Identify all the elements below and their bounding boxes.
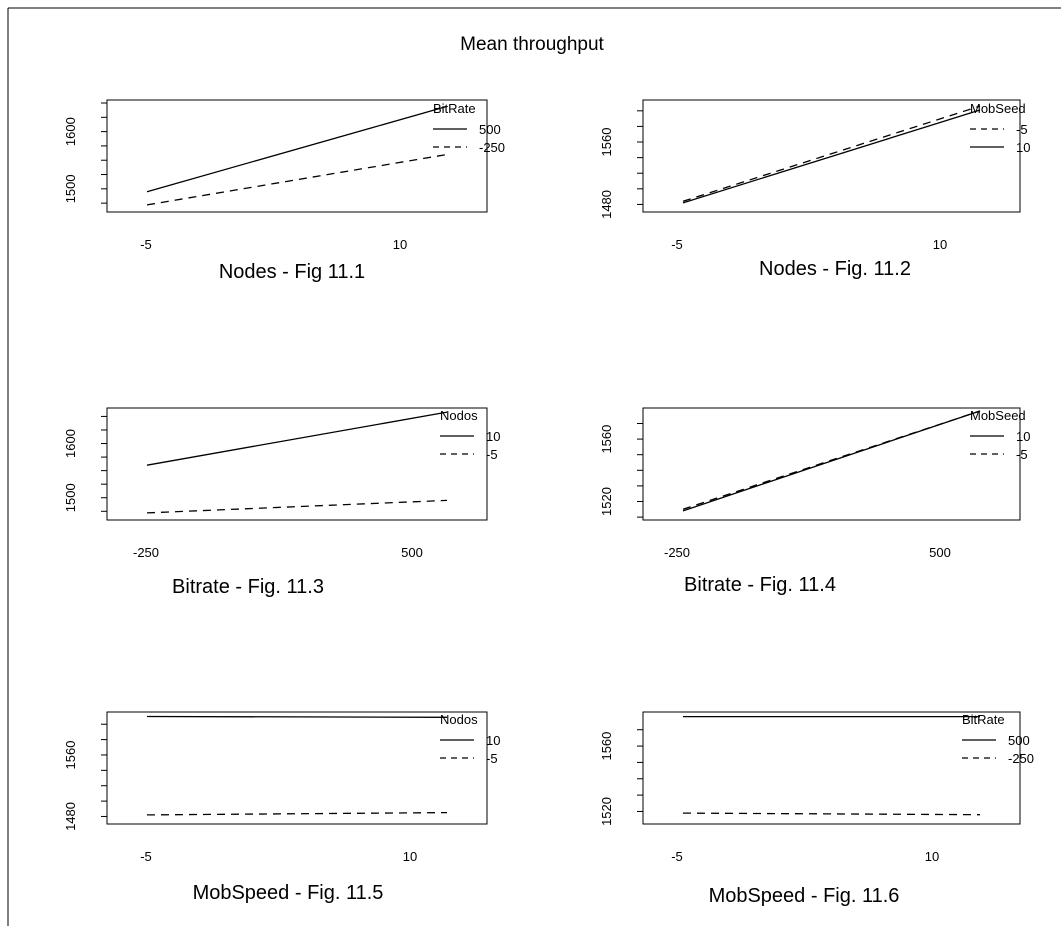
legend-label: 500 (479, 122, 501, 137)
x-axis-label: Nodes - Fig. 11.2 (759, 258, 911, 280)
x-tick-label: -5 (671, 849, 683, 864)
legend-label: 10 (1016, 140, 1030, 155)
series-line--5 (682, 410, 981, 510)
y-tick-label: 1520 (599, 797, 614, 826)
x-tick-label: -5 (671, 237, 683, 252)
y-tick-label: 1500 (63, 174, 78, 203)
legend-title: MobSeed (970, 101, 1026, 116)
x-tick-label: 10 (393, 237, 407, 252)
y-tick-label: 1520 (599, 487, 614, 516)
y-tick-label: 1560 (599, 425, 614, 454)
chart-panel-2: 1480 1560 -5 10 Nodes - Fig. 11.2 MobSeed -5 10 (599, 99, 1030, 280)
x-tick-label: -250 (133, 545, 159, 560)
series-line--250 (682, 812, 981, 816)
legend-label: -5 (486, 751, 498, 766)
main-title: Mean throughput (460, 34, 604, 55)
x-axis-label: Bitrate - Fig. 11.4 (684, 574, 836, 596)
legend-title: BitRate (433, 101, 476, 116)
x-axis-label: MobSpeed - Fig. 11.5 (193, 882, 384, 904)
legend-label: 500 (1008, 733, 1030, 748)
legend-label: -250 (479, 140, 505, 155)
series-line--250 (146, 153, 448, 206)
y-tick-label: 1560 (599, 732, 614, 761)
series-line-500 (146, 105, 448, 193)
y-tick-label: 1600 (63, 429, 78, 458)
x-tick-label: 10 (925, 849, 939, 864)
x-tick-label: 10 (403, 849, 417, 864)
x-tick-label: 500 (929, 545, 951, 560)
x-axis-label: MobSpeed - Fig. 11.6 (709, 885, 900, 907)
legend-title: Nodos (440, 712, 478, 727)
series-line-10 (146, 411, 448, 466)
series-line-10 (146, 715, 448, 718)
x-tick-label: -5 (140, 849, 152, 864)
chart-panel-3: 1500 1600 -250 500 Bitrate - Fig. 11.3 Nodos 1… (63, 407, 500, 598)
series-line-10 (682, 410, 981, 512)
legend-label: 10 (486, 733, 500, 748)
chart-panel-4: 1520 1560 -250 500 Bitrate - Fig. 11.4 MobSee… (599, 407, 1030, 596)
series-line-10 (682, 109, 981, 204)
chart-panel-6: 1520 1560 -5 10 MobSpeed - Fig. 11.6 BitRate5… (599, 711, 1034, 907)
y-tick-label: 1500 (63, 483, 78, 512)
x-tick-label: -5 (140, 237, 152, 252)
legend-label: 10 (486, 429, 500, 444)
legend-label: -250 (1008, 751, 1034, 766)
legend-label: -5 (1016, 122, 1028, 137)
plot-frame (106, 711, 488, 825)
x-tick-label: -250 (664, 545, 690, 560)
y-tick-label: 1560 (599, 128, 614, 157)
y-tick-label: 1480 (63, 802, 78, 831)
chart-panel-5: 1480 1560 -5 10 MobSpeed - Fig. 11.5 Nodos 10 -… (63, 711, 500, 904)
legend-label: -5 (486, 447, 498, 462)
legend-title: BitRate (962, 712, 1005, 727)
plot-frame (106, 407, 488, 521)
x-tick-label: 500 (401, 545, 423, 560)
x-tick-label: 10 (933, 237, 947, 252)
series-line--5 (682, 105, 981, 202)
plot-frame (642, 407, 1021, 521)
plot-frame (642, 711, 1021, 825)
legend-title: MobSeed (970, 408, 1026, 423)
x-axis-label: Nodes - Fig 11.1 (219, 261, 365, 283)
legend-label: -5 (1016, 447, 1028, 462)
y-tick-label: 1560 (63, 741, 78, 770)
y-tick-label: 1480 (599, 190, 614, 219)
plot-frame (642, 99, 1021, 213)
x-axis-label: Bitrate - Fig. 11.3 (172, 576, 324, 598)
legend-title: Nodos (440, 408, 478, 423)
plot-frame (106, 99, 488, 213)
y-tick-label: 1600 (63, 117, 78, 146)
legend-label: 10 (1016, 429, 1030, 444)
